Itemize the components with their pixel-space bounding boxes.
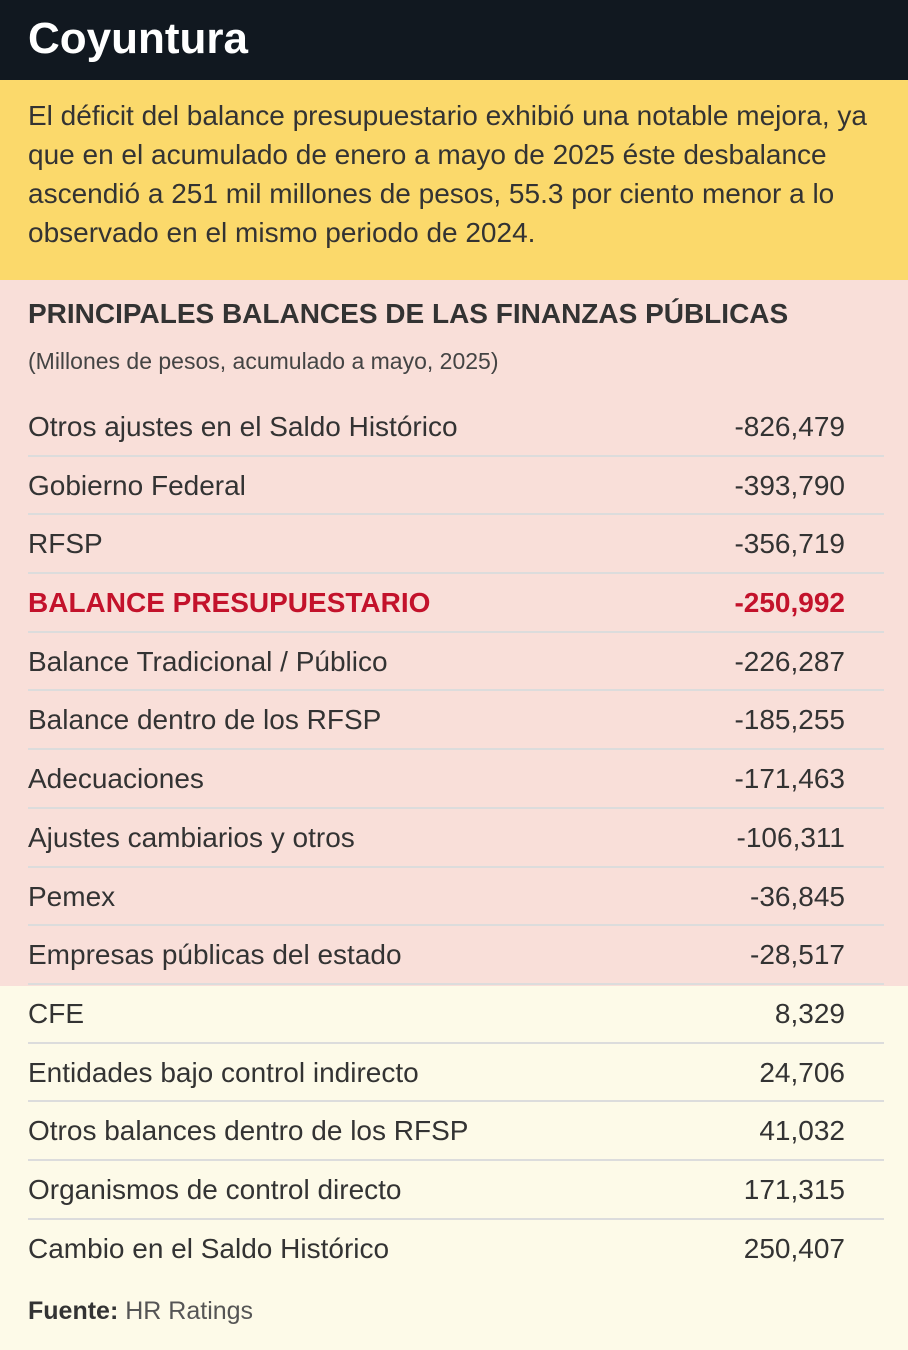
table-row: CFE 8,329: [28, 985, 884, 1044]
table-row: Balance Tradicional / Público -226,287: [28, 633, 884, 692]
table-subtitle: (Millones de pesos, acumulado a mayo, 20…: [28, 348, 499, 374]
summary-box: El déficit del balance presupuestario ex…: [0, 80, 908, 280]
row-label: Empresas públicas del estado: [28, 939, 402, 971]
row-value: -356,719: [734, 528, 845, 560]
row-label: Otros balances dentro de los RFSP: [28, 1115, 469, 1147]
row-value: 8,329: [774, 997, 845, 1029]
row-label: Balance Tradicional / Público: [28, 645, 388, 677]
table-row: Balance dentro de los RFSP -185,255: [28, 691, 884, 751]
row-label: CFE: [28, 997, 84, 1029]
table-row: Entidades bajo control indirecto 24,706: [28, 1044, 884, 1103]
row-label: RFSP: [28, 528, 103, 560]
row-label: Cambio en el Saldo Histórico: [28, 1232, 390, 1264]
source-text: HR Ratings: [125, 1297, 254, 1325]
row-value: -36,845: [750, 880, 845, 912]
source-label: Fuente:: [28, 1297, 119, 1325]
table-row: Gobierno Federal -393,790: [28, 457, 884, 516]
table-row: Organismos de control directo 171,315: [28, 1161, 884, 1220]
table-row: Otros ajustes en el Saldo Histórico -826,…: [28, 398, 884, 457]
row-label: Balance dentro de los RFSP: [28, 704, 382, 736]
row-value: -826,479: [734, 411, 845, 442]
row-value: -393,790: [734, 469, 845, 501]
row-label: Adecuaciones: [28, 763, 204, 795]
row-value: -226,287: [734, 645, 845, 677]
table-row: Empresas públicas del estado -28,517: [28, 926, 884, 985]
row-label: Entidades bajo control indirecto: [28, 1056, 419, 1088]
table-title: PRINCIPALES BALANCES DE LAS FINANZAS PÚB…: [28, 298, 789, 329]
table-row: Adecuaciones -171,463: [28, 750, 884, 809]
source: Fuente: HR Ratings: [28, 1297, 253, 1326]
row-value: -171,463: [734, 763, 845, 795]
table-row: Ajustes cambiarios y otros -106,311: [28, 809, 884, 868]
row-value: -106,311: [736, 821, 845, 853]
table-row: RFSP -356,719: [28, 515, 884, 575]
row-label: Pemex: [28, 880, 116, 912]
row-label: Otros ajustes en el Saldo Histórico: [28, 411, 458, 442]
negative-section: [0, 280, 908, 986]
table: Otros ajustes en el Saldo Histórico -826,…: [28, 398, 884, 1278]
table-row: Pemex -36,845: [28, 868, 884, 927]
row-value: 24,706: [759, 1056, 845, 1088]
row-label: BALANCE PRESUPUESTARIO: [28, 587, 431, 619]
header-title: Coyuntura: [28, 14, 248, 63]
row-value: 250,407: [743, 1232, 845, 1264]
header: Coyuntura: [0, 0, 908, 80]
row-label: Gobierno Federal: [28, 469, 246, 501]
row-value: 171,315: [743, 1173, 845, 1205]
row-value: -250,992: [734, 587, 845, 619]
summary-text: El déficit del balance presupuestario ex…: [28, 100, 867, 248]
table-row: BALANCE PRESUPUESTARIO -250,992: [28, 574, 884, 633]
row-value: -28,517: [750, 939, 845, 971]
row-value: -185,255: [734, 704, 845, 736]
row-value: 41,032: [759, 1115, 845, 1147]
row-label: Ajustes cambiarios y otros: [28, 821, 355, 853]
table-row: Cambio en el Saldo Histórico 250,407: [28, 1220, 884, 1279]
table-row: Otros balances dentro de los RFSP 41,032: [28, 1102, 884, 1161]
row-label: Organismos de control directo: [28, 1173, 402, 1205]
